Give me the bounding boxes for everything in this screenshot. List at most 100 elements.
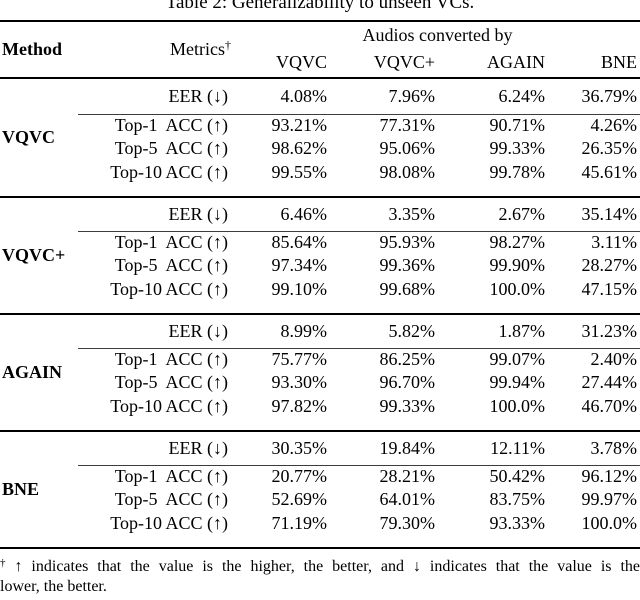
value-cell: 100.0% [581, 513, 638, 533]
header-method: Method [2, 39, 62, 59]
metric-label: Top-1 ACC (↑) [114, 349, 228, 370]
table-row: Top-5 ACC (↑) 52.69% 64.01% 83.75% 99.97… [0, 488, 640, 511]
table-row: VQVC EER (↓) 4.08% 7.96% 6.24% 36.79% [0, 78, 640, 147]
value-cell: 7.96% [330, 78, 438, 115]
value-cell: 85.64% [271, 232, 328, 253]
value-cell: 64.01% [379, 489, 436, 509]
method-label: BNE [2, 479, 40, 499]
footnote-line-1: † ↑ indicates that the value is the highe… [0, 557, 640, 577]
value-cell: 27.44% [581, 372, 638, 392]
table-row: Top-1 ACC (↑) 75.77% 86.25% 99.07% 2.40% [0, 348, 640, 371]
value-cell: 52.69% [271, 489, 328, 509]
value-cell: 26.35% [581, 138, 638, 158]
value-cell: 97.34% [271, 255, 328, 275]
metric-label: Top-10 ACC (↑) [110, 162, 228, 182]
table-caption: Table 2: Generalizability to unseen VCs. [165, 0, 475, 13]
table-row: Top-10 ACC (↑) 99.55% 98.08% 99.78% 45.6… [0, 160, 640, 197]
value-cell: 98.27% [489, 232, 546, 253]
value-cell: 36.79% [548, 78, 640, 115]
method-label: VQVC+ [2, 245, 66, 265]
table-row: AGAIN EER (↓) 8.99% 5.82% 1.87% 31.23% [0, 314, 640, 382]
header-system-again: AGAIN [487, 52, 545, 72]
method-block-bne: BNE EER (↓) 30.35% 19.84% 12.11% 3.78% T… [0, 431, 640, 548]
value-cell: 100.0% [489, 396, 546, 416]
metric-label: EER (↓) [78, 78, 235, 115]
value-cell: 95.06% [379, 138, 436, 158]
value-cell: 83.75% [489, 489, 546, 509]
table-row: VQVC VQVC+ AGAIN BNE [0, 48, 640, 78]
value-cell: 97.82% [271, 396, 328, 416]
value-cell: 19.84% [330, 431, 438, 466]
value-cell: 3.35% [330, 197, 438, 232]
value-cell: 99.97% [581, 489, 638, 509]
value-cell: 96.70% [379, 372, 436, 392]
dagger-superscript: † [0, 557, 11, 569]
value-cell: 6.46% [235, 197, 330, 232]
table-row: VQVC+ EER (↓) 6.46% 3.35% 2.67% 35.14% [0, 197, 640, 265]
dagger-superscript: † [225, 38, 231, 52]
value-cell: 12.11% [438, 431, 548, 466]
table-row: Method Metrics† Audios converted by [0, 21, 640, 60]
table-row: Top-10 ACC (↑) 99.10% 99.68% 100.0% 47.1… [0, 277, 640, 314]
footnote-line-2: lower, the better. [0, 578, 107, 595]
value-cell: 99.55% [271, 162, 328, 182]
value-cell: 8.99% [235, 314, 330, 349]
value-cell: 30.35% [235, 431, 330, 466]
header-system-bne: BNE [601, 52, 638, 72]
header-group: Audios converted by [362, 24, 513, 45]
value-cell: 96.12% [581, 466, 638, 487]
value-cell: 99.33% [379, 396, 436, 416]
method-block-vqvcplus: VQVC+ EER (↓) 6.46% 3.35% 2.67% 35.14% T… [0, 197, 640, 314]
value-cell: 79.30% [379, 513, 436, 533]
value-cell: 99.94% [489, 372, 546, 392]
value-cell: 99.10% [271, 279, 328, 299]
value-cell: 4.08% [235, 78, 330, 115]
table-row: Top-10 ACC (↑) 71.19% 79.30% 93.33% 100.… [0, 511, 640, 548]
table-row: Top-1 ACC (↑) 85.64% 95.93% 98.27% 3.11% [0, 231, 640, 254]
value-cell: 71.19% [271, 513, 328, 533]
value-cell: 28.27% [581, 255, 638, 275]
metric-label: Top-1 ACC (↑) [114, 466, 228, 487]
value-cell: 93.30% [271, 372, 328, 392]
metric-label: Top-1 ACC (↑) [114, 232, 228, 253]
value-cell: 99.36% [379, 255, 436, 275]
method-label: VQVC [2, 127, 55, 147]
value-cell: 5.82% [330, 314, 438, 349]
value-cell: 35.14% [548, 197, 640, 232]
value-cell: 28.21% [379, 466, 436, 487]
footnote-text: ↑ indicates that the value is the higher… [14, 558, 640, 575]
metric-label: Top-10 ACC (↑) [110, 513, 228, 533]
table-row: BNE EER (↓) 30.35% 19.84% 12.11% 3.78% [0, 431, 640, 499]
value-cell: 77.31% [379, 115, 436, 136]
value-cell: 93.21% [271, 115, 328, 136]
value-cell: 100.0% [489, 279, 546, 299]
method-block-again: AGAIN EER (↓) 8.99% 5.82% 1.87% 31.23% T… [0, 314, 640, 431]
value-cell: 95.93% [379, 232, 436, 253]
metric-label: Top-1 ACC (↑) [114, 115, 228, 136]
header-metrics: Metrics† [78, 21, 235, 78]
value-cell: 50.42% [489, 466, 546, 487]
value-cell: 3.78% [548, 431, 640, 466]
method-block-vqvc: VQVC EER (↓) 4.08% 7.96% 6.24% 36.79% To… [0, 78, 640, 197]
table-row: Top-5 ACC (↑) 98.62% 95.06% 99.33% 26.35… [0, 137, 640, 160]
metric-label: Top-5 ACC (↑) [114, 138, 228, 158]
value-cell: 99.07% [489, 349, 546, 370]
metric-label: EER (↓) [78, 197, 235, 232]
table-row: Top-5 ACC (↑) 97.34% 99.36% 99.90% 28.27… [0, 254, 640, 277]
value-cell: 86.25% [379, 349, 436, 370]
value-cell: 98.62% [271, 138, 328, 158]
table-row: Top-1 ACC (↑) 20.77% 28.21% 50.42% 96.12… [0, 465, 640, 488]
table-row: Top-1 ACC (↑) 93.21% 77.31% 90.71% 4.26% [0, 114, 640, 137]
value-cell: 99.90% [489, 255, 546, 275]
value-cell: 98.08% [379, 162, 436, 182]
value-cell: 2.67% [438, 197, 548, 232]
value-cell: 20.77% [271, 466, 328, 487]
method-label: AGAIN [2, 362, 63, 382]
metric-label: EER (↓) [78, 314, 235, 349]
value-cell: 2.40% [590, 349, 638, 370]
header-system-vqvc: VQVC [275, 52, 327, 72]
metric-label: Top-5 ACC (↑) [114, 372, 228, 392]
value-cell: 3.11% [591, 232, 638, 253]
header-system-vqvcplus: VQVC+ [373, 52, 435, 72]
value-cell: 45.61% [581, 162, 638, 182]
